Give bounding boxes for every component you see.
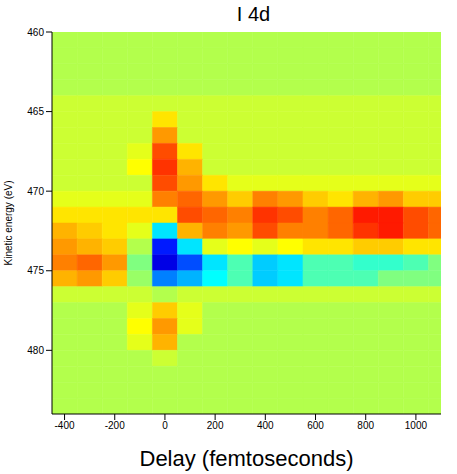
svg-text:Delay (femtoseconds): Delay (femtoseconds) [140,446,354,471]
svg-text:-400: -400 [55,420,75,431]
svg-text:460: 460 [27,28,44,38]
svg-text:200: 200 [207,420,224,431]
svg-text:465: 465 [27,106,44,117]
svg-text:800: 800 [357,420,374,431]
svg-text:Kinetic energy (eV): Kinetic energy (eV) [3,180,14,265]
svg-text:1000: 1000 [405,420,428,431]
html-text:I 4d: I 4d [236,3,271,25]
svg-text:600: 600 [307,420,324,431]
svg-text:480: 480 [27,345,44,356]
svg-text:400: 400 [257,420,274,431]
svg-text:475: 475 [27,265,44,276]
svg-text:470: 470 [27,186,44,197]
svg-text:-200: -200 [105,420,125,431]
svg-text:0: 0 [162,420,168,431]
